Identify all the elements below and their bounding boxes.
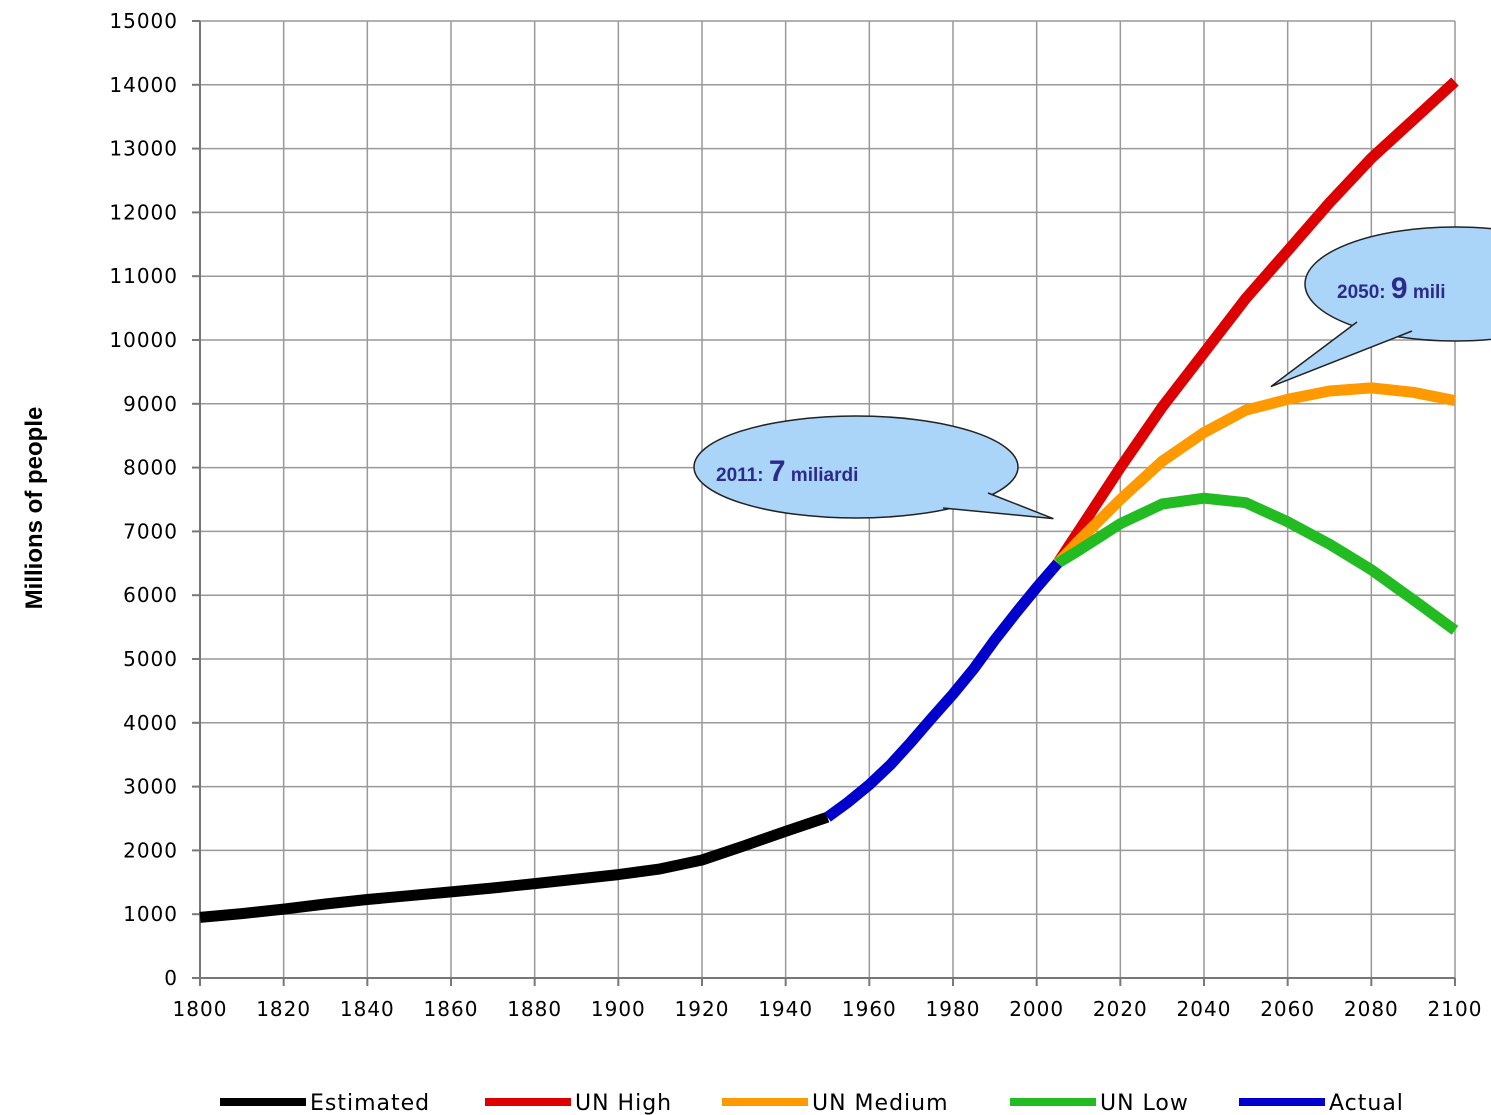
x-tick-label: 2060 [1260, 997, 1315, 1021]
x-tick-label: 1820 [256, 997, 311, 1021]
annotation-value: 7 [769, 455, 786, 488]
bubble-shape [693, 415, 1019, 519]
y-tick-label: 15000 [109, 9, 178, 33]
series-lines [199, 77, 1459, 923]
y-tick-label: 4000 [123, 711, 178, 735]
y-tick-label: 10000 [109, 328, 178, 352]
annotations: 2011: 7 miliardi 2050: 9 mili [693, 226, 1491, 520]
bubble-tail-fill [1270, 322, 1412, 387]
x-tick-label: 1920 [675, 997, 730, 1021]
legend-item-un-low: UN Low [1010, 1091, 1189, 1115]
y-tick-label: 13000 [109, 137, 178, 161]
x-tick-label: 2020 [1093, 997, 1148, 1021]
series-line-actual [824, 559, 1062, 822]
y-tick-label: 2000 [123, 838, 178, 862]
legend-item-actual: Actual [1239, 1091, 1404, 1115]
x-tick-label: 1840 [340, 997, 395, 1021]
series-line-un-high [1052, 77, 1459, 567]
bubble-shape [1304, 226, 1491, 342]
x-tick-label: 1940 [758, 997, 813, 1021]
bubble-tail-outline [942, 492, 1054, 520]
annotation-year: 2050: [1337, 282, 1391, 303]
y-tick-label: 0 [164, 966, 178, 990]
x-tick-label: 2040 [1177, 997, 1232, 1021]
annotation-suffix: miliardi [786, 465, 859, 486]
series-line-un-medium [1053, 382, 1457, 568]
bubble-tail-outline [1270, 321, 1413, 388]
y-tick-label: 3000 [123, 775, 178, 799]
legend-label: Estimated [310, 1091, 430, 1115]
y-tick-label: 9000 [123, 392, 178, 416]
x-tick-label: 1880 [507, 997, 562, 1021]
axes [192, 20, 1456, 986]
y-tick-label: 14000 [109, 73, 178, 97]
x-tick-label: 2000 [1009, 997, 1064, 1021]
x-tick-label: 2100 [1428, 997, 1483, 1021]
legend-label: Actual [1329, 1091, 1404, 1115]
legend-label: UN Low [1100, 1091, 1189, 1115]
x-tick-label: 1900 [591, 997, 646, 1021]
series-line-estimated [199, 811, 830, 923]
x-tick-label: 1980 [926, 997, 981, 1021]
annotation-text: 2050: 9 mili [1337, 272, 1446, 305]
annotation-bubble: 2011: 7 miliardi [693, 415, 1054, 520]
y-tick-label: 11000 [109, 264, 178, 288]
annotation-suffix: mili [1408, 282, 1446, 303]
bubble-tail-fill [943, 493, 1054, 519]
series-line-un-low [1054, 492, 1459, 635]
annotation-year: 2011: [716, 465, 769, 486]
y-tick-label: 5000 [123, 647, 178, 671]
legend-label: UN High [575, 1091, 672, 1115]
y-tick-label: 12000 [109, 200, 178, 224]
y-tick-label: 7000 [123, 519, 178, 543]
tick-labels: 0 1000 2000 3000 4000 5000 6000 7000 8000 9000 100… [109, 9, 1483, 1021]
legend-item-un-high: UN High [485, 1091, 672, 1115]
legend-item-un-medium: UN Medium [722, 1091, 949, 1115]
y-tick-label: 8000 [123, 456, 178, 480]
x-tick-label: 1860 [424, 997, 479, 1021]
legend-label: UN Medium [812, 1091, 949, 1115]
legend: Estimated UN High UN Medium UN Low Actual [220, 1091, 1404, 1115]
legend-item-estimated: Estimated [220, 1091, 430, 1115]
x-tick-label: 1960 [842, 997, 897, 1021]
x-tick-label: 1800 [173, 997, 228, 1021]
annotation-bubble: 2050: 9 mili [1270, 226, 1491, 388]
annotation-text: 2011: 7 miliardi [716, 455, 858, 488]
x-tick-label: 2080 [1344, 997, 1399, 1021]
y-tick-label: 6000 [123, 583, 178, 607]
annotation-value: 9 [1391, 272, 1408, 305]
y-axis-title: Millions of people [21, 407, 48, 610]
y-tick-label: 1000 [123, 902, 178, 926]
